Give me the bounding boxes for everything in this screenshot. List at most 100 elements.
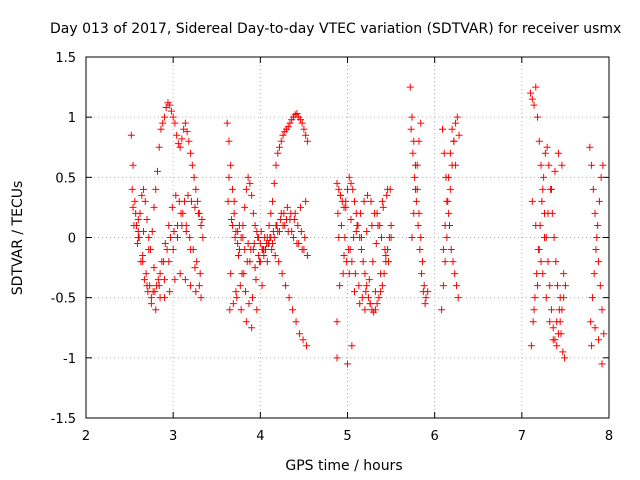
data-point — [299, 336, 307, 344]
data-point — [300, 125, 308, 133]
data-point — [593, 234, 601, 241]
data-point — [540, 173, 548, 181]
data-point — [183, 128, 191, 136]
data-point — [415, 137, 423, 145]
chart-title: Day 013 of 2017, Sidereal Day-to-day VTE… — [50, 21, 621, 37]
data-point — [144, 288, 152, 296]
data-point — [254, 234, 262, 241]
data-point — [587, 318, 595, 326]
data-point — [598, 306, 606, 314]
data-point — [165, 258, 173, 266]
data-point — [277, 137, 285, 145]
data-point — [240, 270, 248, 278]
data-point — [339, 270, 347, 278]
data-point — [282, 282, 290, 290]
x-tick-label: 5 — [343, 429, 351, 444]
data-point — [139, 252, 147, 260]
data-point — [235, 221, 243, 229]
data-point — [227, 270, 235, 278]
data-point — [263, 258, 271, 266]
data-point — [294, 221, 302, 229]
data-point — [257, 227, 265, 235]
data-point — [191, 203, 199, 211]
data-point — [185, 137, 193, 145]
data-point — [248, 324, 256, 332]
data-point — [373, 209, 381, 217]
data-point — [360, 197, 368, 205]
data-point — [377, 270, 385, 278]
data-point — [453, 113, 461, 121]
data-point — [168, 203, 176, 211]
data-point — [454, 294, 462, 302]
data-point — [249, 246, 257, 254]
data-point — [172, 191, 180, 199]
data-point — [227, 161, 235, 169]
data-point — [373, 300, 381, 308]
data-point — [302, 197, 310, 205]
data-point — [407, 125, 415, 133]
data-point — [184, 191, 192, 199]
data-point — [334, 209, 342, 217]
data-point — [269, 197, 277, 205]
data-point — [551, 167, 559, 175]
data-point — [541, 149, 549, 157]
x-tick-label: 7 — [518, 429, 526, 444]
data-point — [182, 227, 190, 235]
data-point — [248, 191, 256, 199]
data-point — [160, 276, 168, 284]
data-point — [145, 246, 153, 254]
data-point — [291, 209, 299, 217]
data-point — [178, 135, 186, 143]
data-point — [445, 173, 453, 181]
data-point — [553, 318, 561, 326]
data-point — [274, 149, 282, 157]
data-point — [383, 191, 391, 199]
data-point — [554, 282, 562, 290]
data-point — [166, 101, 174, 109]
data-point — [174, 140, 182, 148]
data-point — [374, 221, 382, 229]
data-point — [440, 149, 448, 157]
data-point — [371, 306, 379, 314]
data-point — [186, 234, 194, 241]
data-point — [270, 234, 278, 241]
data-point — [417, 234, 425, 241]
data-point — [365, 276, 373, 284]
data-point — [199, 234, 207, 241]
x-tick-label: 4 — [256, 429, 264, 444]
data-point — [171, 276, 179, 284]
data-point — [595, 258, 603, 266]
data-point — [156, 270, 164, 278]
data-point — [134, 234, 142, 241]
data-point — [277, 209, 285, 217]
data-point — [545, 161, 553, 169]
data-point — [530, 306, 538, 314]
data-point — [156, 294, 164, 302]
data-point — [270, 179, 278, 187]
data-point — [375, 294, 383, 302]
data-point — [145, 234, 153, 241]
data-point — [265, 221, 273, 229]
data-point — [531, 294, 539, 302]
data-point — [552, 258, 560, 266]
data-point — [178, 221, 186, 229]
data-point — [346, 246, 354, 254]
y-tick-label: 0.5 — [55, 171, 76, 186]
data-point — [248, 294, 256, 302]
data-point — [590, 270, 598, 278]
data-point — [333, 318, 341, 326]
data-point — [260, 246, 268, 254]
data-point — [196, 270, 204, 278]
data-point — [378, 197, 386, 205]
data-point — [527, 89, 535, 97]
data-point — [242, 288, 250, 296]
data-point — [352, 227, 360, 235]
data-point — [445, 209, 453, 217]
data-point — [384, 258, 392, 266]
data-point — [546, 282, 554, 290]
data-point — [303, 252, 311, 260]
data-point — [591, 209, 599, 217]
data-point — [166, 288, 174, 296]
data-point — [538, 197, 546, 205]
data-point — [152, 185, 160, 193]
